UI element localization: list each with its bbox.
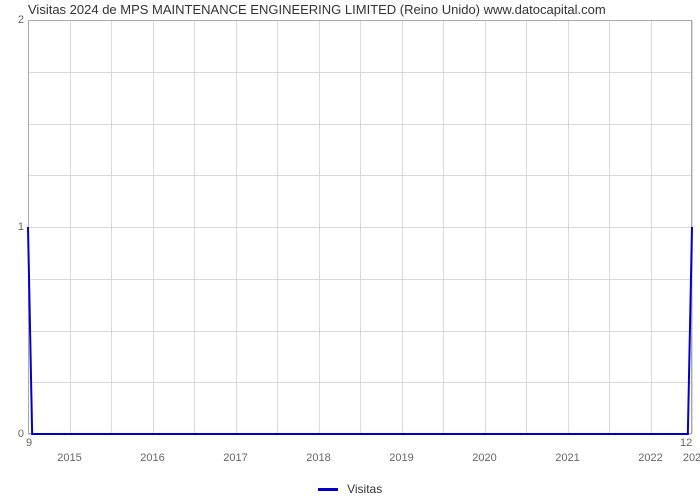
visitas-line: [28, 227, 692, 434]
y-tick-label: 0: [10, 428, 24, 440]
corner-label-right: 12: [680, 437, 692, 449]
x-tick-label: 2019: [389, 452, 413, 464]
x-tick-label: 202: [683, 452, 700, 464]
plot-area: [28, 20, 692, 434]
corner-label-left: 9: [26, 437, 32, 449]
legend-label: Visitas: [347, 482, 382, 496]
x-tick-label: 2020: [472, 452, 496, 464]
x-tick-label: 2017: [223, 452, 247, 464]
x-tick-label: 2015: [57, 452, 81, 464]
y-tick-label: 2: [10, 14, 24, 26]
series-line: [28, 20, 692, 434]
y-tick-label: 1: [10, 221, 24, 233]
x-tick-label: 2016: [140, 452, 164, 464]
x-tick-label: 2021: [555, 452, 579, 464]
chart-container: Visitas 2024 de MPS MAINTENANCE ENGINEER…: [0, 0, 700, 500]
chart-title: Visitas 2024 de MPS MAINTENANCE ENGINEER…: [28, 2, 606, 17]
gridline-vertical: [692, 20, 693, 434]
legend-swatch: [318, 488, 338, 491]
legend: Visitas: [0, 481, 700, 496]
x-tick-label: 2018: [306, 452, 330, 464]
x-tick-label: 2022: [638, 452, 662, 464]
